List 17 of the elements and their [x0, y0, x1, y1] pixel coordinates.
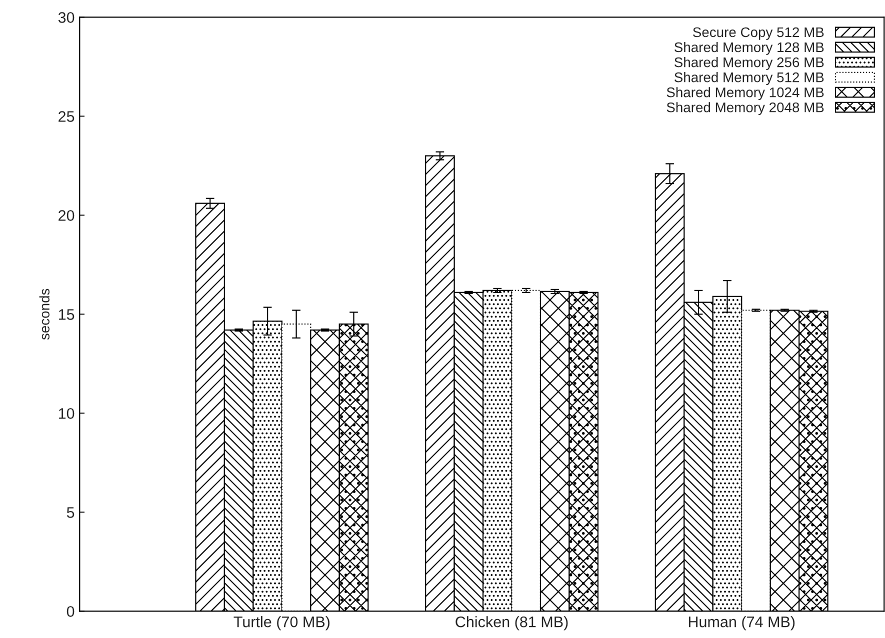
- x-tick-label: Turtle (70 MB): [234, 616, 330, 630]
- legend-label: Secure Copy 512 MB: [693, 27, 824, 40]
- y-axis-title: seconds: [39, 288, 50, 340]
- legend-label: Shared Memory 128 MB: [674, 42, 824, 55]
- x-tick-label: Chicken (81 MB): [456, 616, 568, 630]
- y-tick-label: 30: [58, 12, 74, 23]
- x-tick-label: Human (74 MB): [688, 616, 795, 630]
- y-tick-label: 15: [58, 309, 74, 320]
- legend-label: Shared Memory 256 MB: [674, 57, 824, 70]
- y-tick-label: 10: [58, 408, 74, 419]
- y-tick-label: 5: [66, 507, 74, 518]
- y-tick-label: 20: [58, 210, 74, 221]
- y-tick-label: 0: [66, 606, 74, 617]
- legend-label: Shared Memory 512 MB: [674, 72, 824, 85]
- legend-label: Shared Memory 1024 MB: [666, 87, 824, 100]
- y-tick-label: 25: [58, 111, 74, 122]
- legend-label: Shared Memory 2048 MB: [666, 102, 824, 116]
